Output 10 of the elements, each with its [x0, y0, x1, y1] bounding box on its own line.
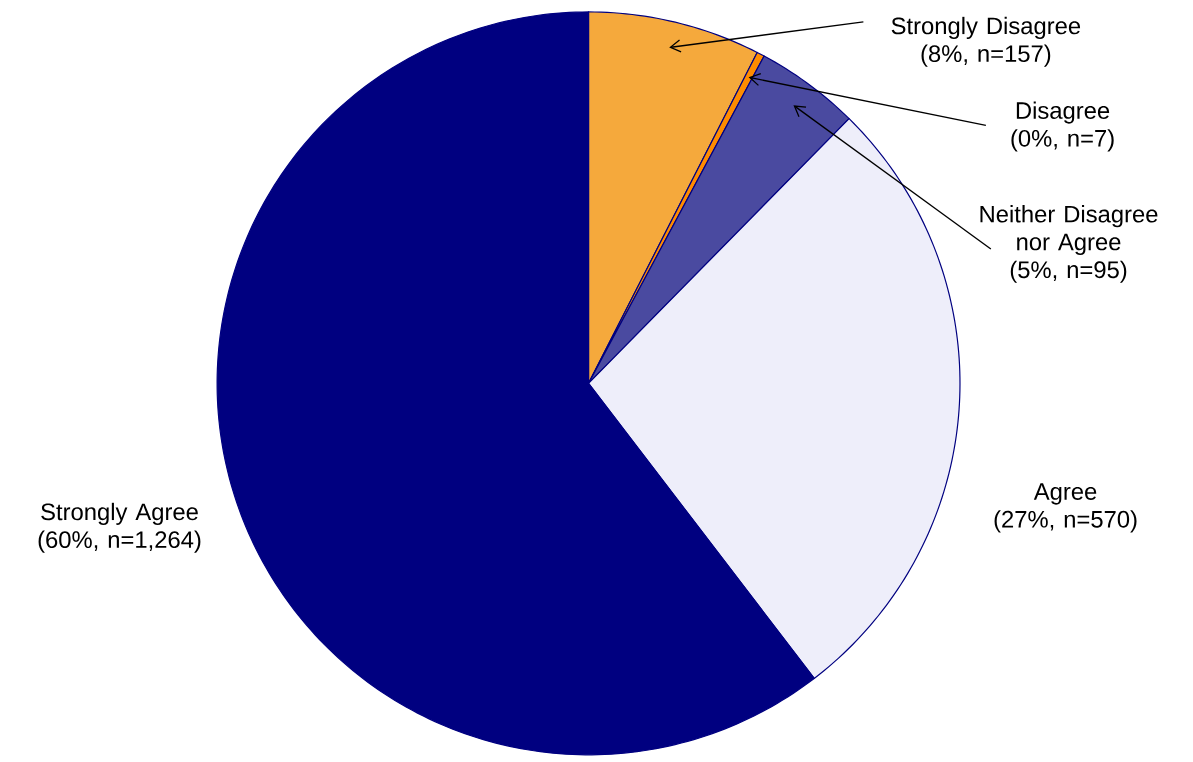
slice-label: Neither Disagree nor Agree — [980, 205, 1158, 256]
data-label: (60%, n=1,264) — [38, 530, 201, 553]
slice-label: Agree — [1033, 483, 1097, 505]
slice-label: Strongly Disagree — [891, 16, 1081, 40]
data-label: (27%, n=570) — [994, 510, 1137, 533]
slice-label: Strongly Agree — [41, 502, 198, 526]
slice-label: Disagree — [1016, 101, 1110, 124]
data-label: (0%, n=7) — [1011, 129, 1114, 152]
data-label: (8%, n=157) — [921, 44, 1051, 67]
data-label: (5%, n=95) — [1010, 260, 1127, 283]
